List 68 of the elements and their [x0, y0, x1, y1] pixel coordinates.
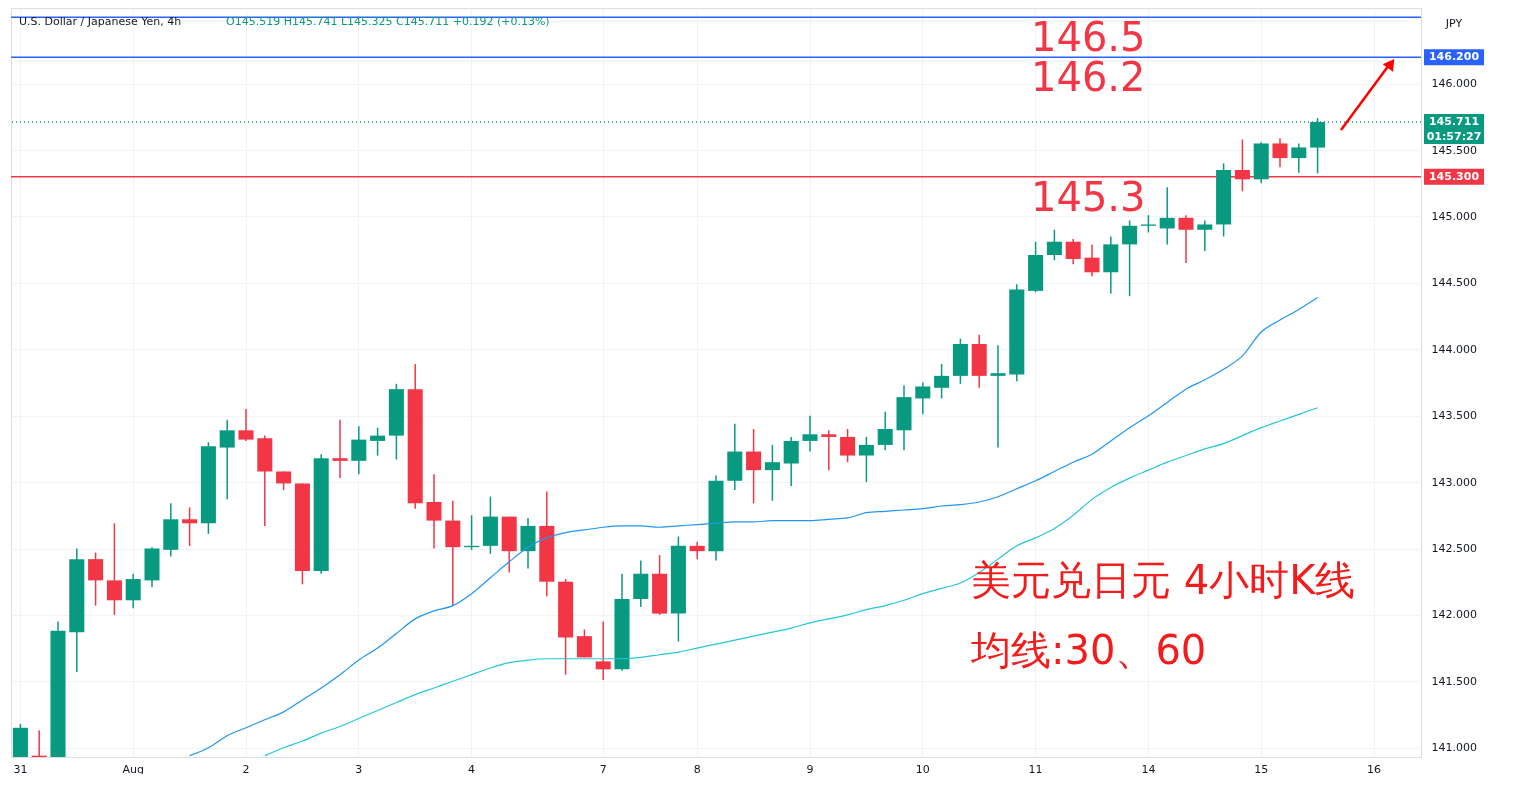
- candlestick: [802, 414, 818, 453]
- candlestick: [1159, 186, 1175, 246]
- candlestick: [351, 425, 367, 475]
- y-tick-label: 145.000: [1431, 210, 1477, 223]
- candlestick: [934, 363, 950, 400]
- text: O145.519 H145.741 L145.325 C145.711 +0.192 (+0.13%): [226, 15, 550, 28]
- y-tick-label: 143.000: [1431, 475, 1477, 489]
- y-tick-label: 144.500: [1431, 276, 1477, 290]
- text: 01:57:27: [1426, 130, 1482, 143]
- x-tick-label: 7: [599, 762, 607, 776]
- x-tick-label: 4: [468, 762, 476, 776]
- candlestick: [88, 551, 104, 607]
- candlestick: [1197, 219, 1213, 252]
- candlestick: [877, 410, 893, 451]
- candlestick: [1178, 214, 1194, 264]
- candlestick: [125, 572, 141, 610]
- x-tick-label: 9: [806, 762, 814, 776]
- candlestick: [1122, 219, 1138, 297]
- candlestick: [821, 429, 837, 471]
- ref-line-label: 145.300: [1428, 169, 1480, 183]
- x-tick-label: 2: [242, 762, 250, 776]
- candlestick: [746, 428, 762, 505]
- candlestick: [426, 473, 442, 550]
- candlestick: [1046, 229, 1062, 262]
- candlestick: [276, 470, 292, 491]
- annotation: 美元兑日元 4小时K线: [971, 557, 1356, 603]
- y-tick-label: 142.500: [1431, 542, 1477, 555]
- x-tick-label: 3: [355, 762, 363, 776]
- y-tick-label: 144.000: [1431, 342, 1477, 356]
- x-tick-label: 31: [13, 762, 28, 776]
- candlestick: [1272, 137, 1288, 169]
- annotation: 均线:30、60: [970, 627, 1207, 673]
- candlestick: [576, 628, 592, 659]
- y-tick-label: 146.000: [1431, 77, 1477, 91]
- x-tick-label: Aug: [122, 762, 144, 776]
- candlestick: [915, 381, 931, 416]
- candlestick: [332, 418, 348, 479]
- x-tick-label: 8: [693, 762, 701, 776]
- candlestick: [219, 418, 235, 501]
- candlestick: [1084, 243, 1100, 278]
- y-tick-label: 142.000: [1431, 608, 1477, 622]
- annotation: 145.3: [1031, 173, 1146, 220]
- text: JPY: [1444, 17, 1463, 30]
- ref-line-label: 146.200: [1428, 50, 1480, 64]
- candlestick: [595, 620, 611, 681]
- x-tick-label: 11: [1028, 762, 1043, 776]
- x-tick-label: 10: [915, 762, 930, 776]
- candlestick: [689, 541, 705, 560]
- candlestick: [238, 408, 254, 442]
- text: U.S. Dollar / Japanese Yen, 4h: [19, 15, 182, 28]
- y-tick-label: 143.500: [1431, 409, 1477, 423]
- y-tick-label: 141.000: [1431, 741, 1477, 755]
- ref-line-label: 145.711: [1428, 115, 1480, 129]
- candlestick: [858, 436, 874, 483]
- x-tick-label: 14: [1141, 762, 1156, 776]
- candlestick: [370, 426, 386, 457]
- candlestick: [106, 522, 122, 616]
- y-tick-label: 145.500: [1431, 143, 1477, 157]
- candlestick: [1065, 238, 1081, 266]
- y-tick-label: 141.500: [1431, 674, 1477, 688]
- candlestick: [990, 344, 1006, 449]
- x-tick-label: 15: [1254, 762, 1269, 776]
- candlestick: [783, 436, 799, 487]
- candlestick: [182, 506, 198, 547]
- candlestick: [764, 444, 780, 502]
- candlestick: [840, 428, 856, 463]
- candlestick: [1291, 142, 1307, 174]
- x-tick-label: 16: [1367, 762, 1381, 776]
